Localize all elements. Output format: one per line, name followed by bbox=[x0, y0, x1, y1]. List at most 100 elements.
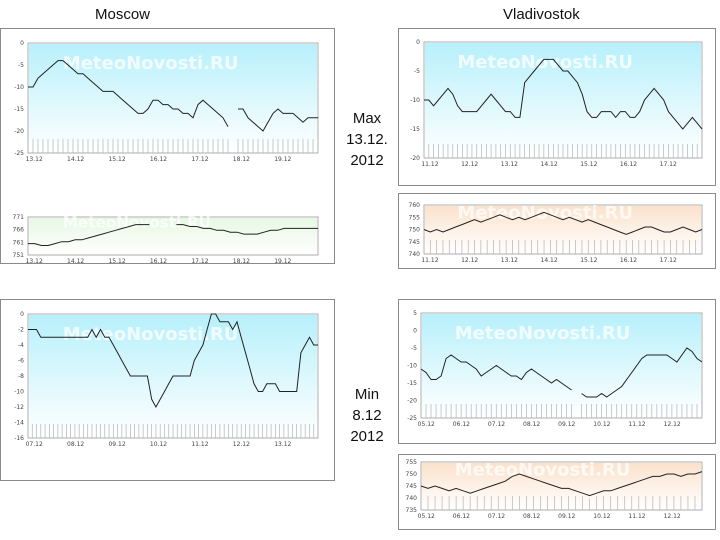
plot-fill bbox=[422, 314, 701, 417]
vlad-min-press-panel: MeteoNovosti.RU 755 750 745 740 735 05.12 06.12… bbox=[398, 454, 716, 530]
moscow-max-panel: MeteoNovosti.RU 0 -5 -10 -15 -20 -25 13.12 14.12… bbox=[0, 28, 335, 265]
x-tick-label: 11.12 bbox=[421, 257, 438, 264]
x-tick-label: 06.12 bbox=[453, 513, 470, 520]
x-tick-label: 18.12 bbox=[233, 258, 250, 265]
x-tick-label: 12.12 bbox=[664, 513, 681, 520]
y-tick-label: 745 bbox=[406, 483, 418, 490]
y-tick-label: 740 bbox=[406, 495, 418, 502]
x-tick-label: 06.12 bbox=[453, 421, 470, 428]
x-tick-label: 16.12 bbox=[620, 161, 637, 168]
x-tick-label: 12.12 bbox=[233, 441, 250, 448]
x-tick-label: 17.12 bbox=[191, 258, 208, 265]
x-tick-label: 13.12 bbox=[501, 257, 518, 264]
plot-fill bbox=[29, 44, 317, 152]
moscow-heading: Moscow bbox=[95, 6, 151, 23]
x-tick-label: 09.12 bbox=[558, 513, 575, 520]
x-tick-label: 17.12 bbox=[660, 257, 677, 264]
x-tick-label: 05.12 bbox=[418, 421, 435, 428]
x-tick-label: 15.12 bbox=[580, 161, 597, 168]
x-tick-label: 08.12 bbox=[523, 421, 540, 428]
x-tick-label: 16.12 bbox=[150, 258, 167, 265]
y-tick-label: -10 bbox=[14, 389, 24, 396]
y-tick-label: 5 bbox=[413, 310, 417, 317]
max-label: Max 13.12. 2012 bbox=[338, 108, 396, 171]
y-tick-label: 0 bbox=[20, 40, 24, 47]
max-label-line: 13.12. bbox=[346, 131, 388, 148]
x-tick-label: 17.12 bbox=[191, 156, 208, 163]
y-tick-label: -25 bbox=[407, 415, 417, 422]
y-tick-label: -14 bbox=[14, 420, 24, 427]
x-tick-label: 15.12 bbox=[108, 156, 125, 163]
x-tick-label: 15.12 bbox=[580, 257, 597, 264]
x-tick-label: 14.12 bbox=[541, 257, 558, 264]
y-tick-label: -12 bbox=[14, 404, 24, 411]
x-tick-label: 19.12 bbox=[274, 156, 291, 163]
plot-fill bbox=[29, 218, 317, 254]
x-tick-label: 07.12 bbox=[488, 513, 505, 520]
x-tick-label: 14.12 bbox=[67, 258, 84, 265]
vlad-max-press-panel: MeteoNovosti.RU 760 755 750 745 740 11.12 12.12… bbox=[398, 193, 716, 269]
y-tick-label: -20 bbox=[407, 398, 417, 405]
y-tick-label: -15 bbox=[407, 380, 417, 387]
y-tick-label: 755 bbox=[406, 459, 418, 466]
x-tick-label: 11.12 bbox=[191, 441, 208, 448]
moscow-min-panel: MeteoNovosti.RU 0 -2 -4 -6 -8 -10 -12 -14 -16 07.1… bbox=[0, 299, 335, 481]
x-tick-label: 10.12 bbox=[150, 441, 167, 448]
watermark-text: MeteoNovosti.RU bbox=[63, 324, 239, 345]
y-tick-label: -10 bbox=[410, 97, 420, 104]
y-tick-label: 0 bbox=[413, 328, 417, 335]
y-tick-label: 760 bbox=[409, 202, 421, 209]
y-tick-label: 735 bbox=[406, 507, 418, 514]
y-tick-label: -16 bbox=[14, 435, 24, 442]
x-tick-label: 05.12 bbox=[418, 513, 435, 520]
x-tick-label: 11.12 bbox=[628, 421, 645, 428]
watermark-text: MeteoNovosti.RU bbox=[63, 214, 211, 232]
y-tick-label: -5 bbox=[411, 345, 417, 352]
x-tick-label: 14.12 bbox=[541, 161, 558, 168]
max-label-line: Max bbox=[352, 110, 382, 127]
y-tick-label: 766 bbox=[13, 227, 25, 234]
x-tick-label: 12.12 bbox=[461, 161, 478, 168]
x-tick-label: 10.12 bbox=[593, 513, 610, 520]
y-tick-label: 740 bbox=[409, 251, 421, 258]
y-tick-label: -15 bbox=[410, 126, 420, 133]
y-tick-label: -5 bbox=[18, 62, 24, 69]
x-tick-label: 10.12 bbox=[593, 421, 610, 428]
plot-fill bbox=[425, 43, 701, 157]
x-tick-label: 12.12 bbox=[461, 257, 478, 264]
x-tick-label: 08.12 bbox=[67, 441, 84, 448]
x-tick-label: 14.12 bbox=[67, 156, 84, 163]
series-line bbox=[28, 313, 318, 409]
y-tick-label: 750 bbox=[409, 227, 421, 234]
watermark-text: MeteoNovosti.RU bbox=[457, 52, 633, 73]
x-tick-label: 07.12 bbox=[488, 421, 505, 428]
x-tick-label: 09.12 bbox=[558, 421, 575, 428]
x-tick-label: 08.12 bbox=[523, 513, 540, 520]
x-tick-label: 15.12 bbox=[108, 258, 125, 265]
vladivostok-heading: Vladivostok bbox=[503, 6, 580, 23]
series-line bbox=[28, 60, 318, 132]
y-tick-label: -2 bbox=[18, 327, 24, 334]
x-tick-label: 19.12 bbox=[274, 258, 291, 265]
y-tick-label: -25 bbox=[14, 150, 24, 157]
series-line bbox=[423, 211, 703, 235]
x-tick-label: 09.12 bbox=[108, 441, 125, 448]
vlad-min-temp-panel: MeteoNovosti.RU 5 0 -5 -10 -15 -20 -25 05.12 06.1… bbox=[398, 299, 716, 444]
y-tick-label: 745 bbox=[409, 239, 421, 246]
x-tick-label: 17.12 bbox=[660, 161, 677, 168]
y-tick-label: -15 bbox=[14, 106, 24, 113]
min-label-line: Min bbox=[354, 386, 380, 403]
min-label-line: 2012 bbox=[350, 428, 384, 445]
series-line bbox=[420, 471, 703, 497]
x-tick-label: 13.12 bbox=[26, 258, 43, 265]
y-tick-label: -4 bbox=[18, 342, 24, 349]
y-tick-label: 755 bbox=[409, 214, 421, 221]
x-tick-label: 13.12 bbox=[274, 441, 291, 448]
y-tick-label: 750 bbox=[406, 471, 418, 478]
